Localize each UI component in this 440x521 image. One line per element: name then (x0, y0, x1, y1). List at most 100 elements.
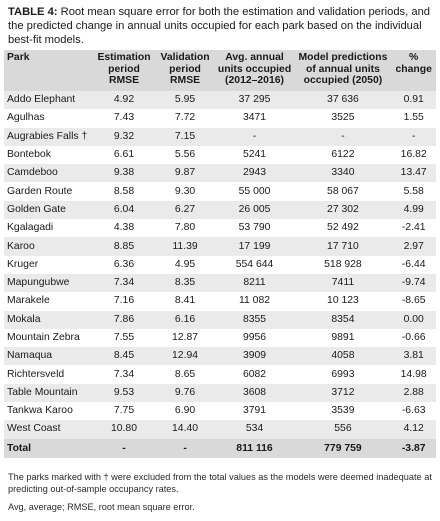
table-row: Garden Route 8.58 9.30 55 000 58 067 5.58 (4, 182, 436, 201)
cell-avg-units: 534 (214, 420, 295, 439)
cell-avg-units: 11 082 (214, 292, 295, 311)
total-cell-park: Total (4, 438, 93, 458)
cell-validation-rmse: 6.90 (155, 402, 215, 421)
cell-prediction: 3340 (294, 164, 392, 183)
cell-park: Table Mountain (4, 383, 93, 403)
total-cell-percent-change: -3.87 (391, 438, 436, 458)
table-row: Mapungubwe 7.34 8.35 8211 7411 -9.74 (4, 273, 436, 293)
total-cell-avg-units: 811 116 (214, 438, 295, 458)
cell-park: Mapungubwe (4, 273, 93, 293)
table-row: Mountain Zebra 7.55 12.87 9956 9891 -0.66 (4, 328, 436, 348)
cell-percent-change: -0.66 (391, 328, 436, 348)
table-row: Kgalagadi 4.38 7.80 53 790 52 492 -2.41 (4, 219, 436, 238)
cell-park: Kruger (4, 255, 93, 274)
cell-percent-change: -9.74 (391, 273, 436, 293)
cell-avg-units: 9956 (214, 328, 295, 348)
rmse-table: Park Estimation period RMSE Validation p… (4, 50, 436, 458)
table-row: Bontebok 6.61 5.56 5241 6122 16.82 (4, 145, 436, 165)
table-row: Mokala 7.86 6.16 8355 8354 0.00 (4, 310, 436, 329)
cell-validation-rmse: 14.40 (155, 420, 215, 439)
cell-park: West Coast (4, 420, 93, 439)
header-row: Park Estimation period RMSE Validation p… (4, 50, 436, 91)
cell-prediction: 3525 (294, 109, 392, 128)
cell-avg-units: 5241 (214, 145, 295, 165)
cell-estimation-rmse: 9.38 (92, 164, 156, 183)
cell-percent-change: 4.12 (391, 420, 436, 439)
cell-validation-rmse: 6.16 (155, 310, 215, 329)
cell-estimation-rmse: 4.92 (92, 91, 156, 110)
cell-percent-change: 14.98 (391, 365, 436, 384)
cell-prediction: - (294, 127, 392, 146)
cell-park: Marakele (4, 292, 93, 311)
cell-park: Karoo (4, 237, 93, 256)
cell-prediction: 7411 (294, 273, 392, 293)
cell-validation-rmse: 12.87 (155, 328, 215, 348)
cell-estimation-rmse: 7.55 (92, 328, 156, 348)
cell-prediction: 58 067 (294, 182, 392, 201)
cell-park: Mokala (4, 310, 93, 329)
cell-estimation-rmse: 7.43 (92, 109, 156, 128)
table-row: Golden Gate 6.04 6.27 26 005 27 302 4.99 (4, 200, 436, 220)
table-row: Richtersveld 7.34 8.65 6082 6993 14.98 (4, 365, 436, 384)
cell-park: Kgalagadi (4, 219, 93, 238)
cell-estimation-rmse: 7.75 (92, 402, 156, 421)
cell-park: Garden Route (4, 182, 93, 201)
cell-percent-change: 4.99 (391, 200, 436, 220)
cell-validation-rmse: 4.95 (155, 255, 215, 274)
total-cell-prediction: 779 759 (294, 438, 392, 458)
cell-validation-rmse: 8.41 (155, 292, 215, 311)
cell-avg-units: 3471 (214, 109, 295, 128)
cell-park: Camdeboo (4, 164, 93, 183)
cell-percent-change: - (391, 127, 436, 146)
cell-park: Augrabies Falls † (4, 127, 93, 146)
cell-percent-change: 1.55 (391, 109, 436, 128)
cell-park: Tankwa Karoo (4, 402, 93, 421)
caption-text: Root mean square error for both the esti… (8, 6, 431, 46)
cell-validation-rmse: 5.56 (155, 145, 215, 165)
cell-estimation-rmse: 7.16 (92, 292, 156, 311)
total-cell-estimation-rmse: - (92, 438, 156, 458)
cell-avg-units: 3909 (214, 347, 295, 366)
total-row: Total - -811 116 779 759 -3.87 (4, 438, 436, 458)
cell-estimation-rmse: 7.34 (92, 273, 156, 293)
cell-estimation-rmse: 6.36 (92, 255, 156, 274)
cell-estimation-rmse: 7.34 (92, 365, 156, 384)
cell-park: Richtersveld (4, 365, 93, 384)
header-estimation-rmse: Estimation period RMSE (92, 50, 156, 91)
cell-estimation-rmse: 10.80 (92, 420, 156, 439)
cell-estimation-rmse: 9.53 (92, 383, 156, 403)
cell-avg-units: 55 000 (214, 182, 295, 201)
cell-validation-rmse: 9.87 (155, 164, 215, 183)
cell-prediction: 6993 (294, 365, 392, 384)
header-validation-rmse: Validation period RMSE (155, 50, 215, 91)
header-percent-change: % change (391, 50, 436, 91)
cell-validation-rmse: 9.76 (155, 383, 215, 403)
cell-validation-rmse: 5.95 (155, 91, 215, 110)
cell-estimation-rmse: 6.61 (92, 145, 156, 165)
cell-validation-rmse: 6.27 (155, 200, 215, 220)
table-header: Park Estimation period RMSE Validation p… (4, 50, 436, 91)
cell-avg-units: 3791 (214, 402, 295, 421)
cell-estimation-rmse: 8.45 (92, 347, 156, 366)
table-row: Karoo 8.85 11.39 17 199 17 710 2.97 (4, 237, 436, 256)
cell-prediction: 9891 (294, 328, 392, 348)
cell-avg-units: 8355 (214, 310, 295, 329)
table-row: Camdeboo 9.38 9.87 2943 3340 13.47 (4, 164, 436, 183)
header-avg-units: Avg. annual units occupied (2012–2016) (214, 50, 295, 91)
cell-percent-change: 2.88 (391, 383, 436, 403)
footnote-abbreviations: Avg, average; RMSE, root mean square err… (8, 502, 195, 512)
cell-avg-units: 37 295 (214, 91, 295, 110)
cell-percent-change: 3.81 (391, 347, 436, 366)
caption-label: TABLE 4: (8, 6, 58, 18)
cell-validation-rmse: 11.39 (155, 237, 215, 256)
cell-estimation-rmse: 8.58 (92, 182, 156, 201)
table-row: Marakele 7.16 8.41 11 082 10 123 -8.65 (4, 292, 436, 311)
cell-validation-rmse: 7.72 (155, 109, 215, 128)
table-body: Addo Elephant 4.92 5.95 37 295 37 636 0.91 Agu… (4, 91, 436, 458)
cell-park: Addo Elephant (4, 91, 93, 110)
cell-estimation-rmse: 8.85 (92, 237, 156, 256)
cell-validation-rmse: 12.94 (155, 347, 215, 366)
cell-avg-units: 26 005 (214, 200, 295, 220)
cell-validation-rmse: 8.35 (155, 273, 215, 293)
